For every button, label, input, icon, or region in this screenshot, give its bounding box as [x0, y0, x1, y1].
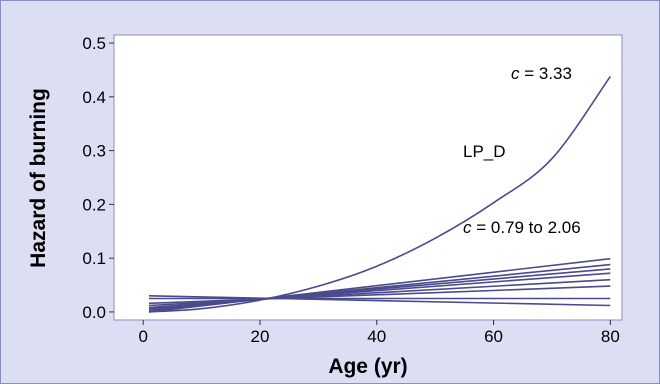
y-tick-label: 0.2: [82, 195, 106, 214]
series-lines: [148, 75, 611, 313]
y-tick-label: 0.5: [82, 34, 106, 53]
x-tick-label: 20: [251, 327, 270, 346]
x-tick-label: 40: [367, 327, 386, 346]
line-series-8: [148, 295, 611, 307]
axes: 0 20 40 60 80 0.0 0.1 0.2 0.3 0.4 0.5: [82, 34, 619, 346]
y-tick-label: 0.3: [82, 142, 106, 161]
annotations: c = 3.33 LP_Dc = 0.79 to 2.06: [463, 64, 581, 237]
annotation-c-3-33: c = 3.33: [511, 64, 572, 83]
y-tick-label: 0.1: [82, 249, 106, 268]
x-tick-label: 80: [601, 327, 620, 346]
y-tick-label: 0.0: [82, 303, 106, 322]
x-tick-label: 60: [484, 327, 503, 346]
y-tick-label: 0.4: [82, 88, 106, 107]
x-tick-label: 0: [138, 327, 147, 346]
annotation-lp-d: LP_D: [463, 142, 506, 161]
y-axis-title: Hazard of burning: [27, 88, 50, 268]
annotation-c-range: c = 0.79 to 2.06: [463, 218, 581, 237]
curve-lp-d: [148, 75, 611, 313]
line-series-6: [148, 285, 611, 305]
x-axis-title: Age (yr): [328, 355, 407, 378]
